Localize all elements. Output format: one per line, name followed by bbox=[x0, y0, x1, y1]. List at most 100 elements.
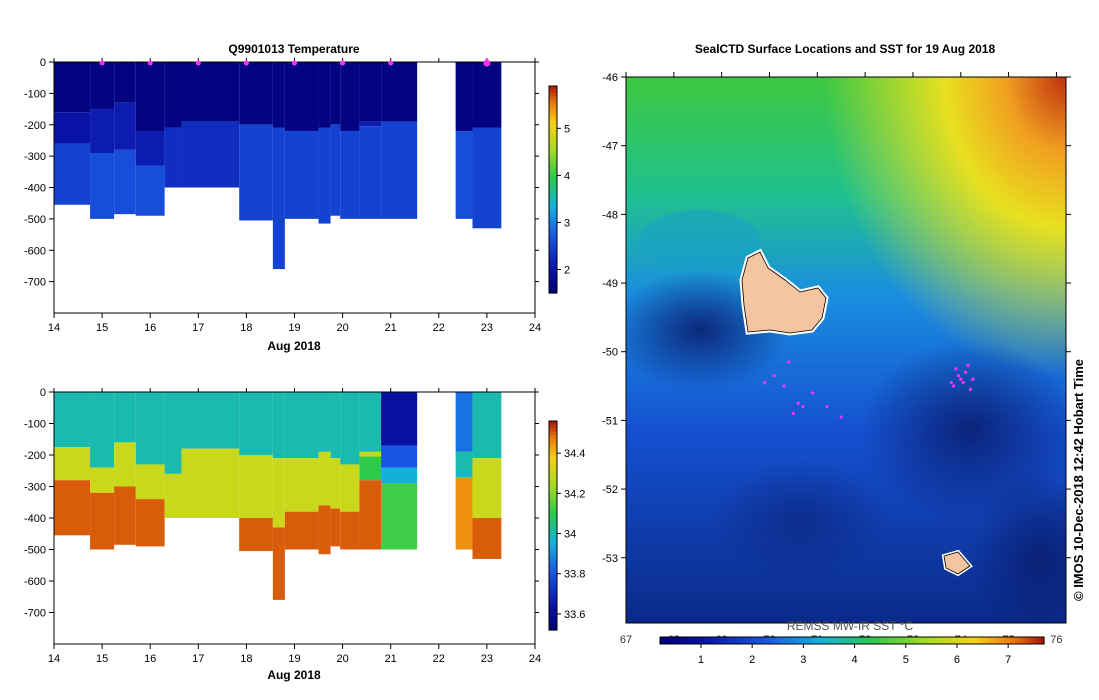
colorbar-cell bbox=[549, 574, 557, 579]
sst-colorbar-cell bbox=[957, 637, 963, 644]
sst-colorbar-cell bbox=[717, 637, 723, 644]
sst-colorbar-cell bbox=[693, 637, 699, 644]
sst-colorbar-cell bbox=[847, 637, 853, 644]
x-tick-label: 23 bbox=[481, 322, 493, 334]
profile-4-layer-1 bbox=[164, 127, 182, 188]
sst-colorbar-cell bbox=[948, 637, 954, 644]
temperature-panel: Q9901013 Temperature 14 15 16 17 18 19 20 21 22 2… bbox=[24, 42, 570, 353]
profile-marker bbox=[147, 60, 153, 66]
sst-colorbar-cell bbox=[828, 637, 834, 644]
colorbar-cell bbox=[549, 86, 557, 91]
colorbar-cell bbox=[549, 230, 557, 235]
y-tick-label: -500 bbox=[24, 545, 46, 557]
lat-tick-label: -50 bbox=[602, 347, 618, 359]
sst-colorbar-cell bbox=[708, 637, 714, 644]
profile-2-layer-1 bbox=[114, 102, 136, 150]
sst-field bbox=[626, 77, 1066, 623]
profile-0-layer-2 bbox=[54, 480, 91, 536]
map-frame bbox=[625, 76, 1067, 624]
temperature-axes: 14 15 16 17 18 19 20 21 22 23 24 0 -100 -200 -300 -400 -… bbox=[24, 57, 541, 334]
sst-colorbar-cell bbox=[688, 637, 695, 644]
colorbar-cell bbox=[549, 203, 557, 208]
seal-location-point bbox=[763, 381, 767, 385]
sst-colorbar-cell bbox=[876, 637, 882, 644]
colorbar-cell bbox=[549, 89, 557, 94]
colorbar-cell bbox=[549, 588, 557, 593]
sst-map-panel: SealCTD Surface Locations and SST for 19… bbox=[602, 42, 1086, 666]
colorbar-cell bbox=[549, 560, 557, 565]
colorbar-cell bbox=[549, 452, 557, 457]
colorbar-cell bbox=[549, 469, 557, 474]
profile-8-layer-0 bbox=[284, 392, 319, 459]
profile-14-layer-1 bbox=[455, 451, 473, 478]
colorbar-cell bbox=[549, 151, 557, 156]
profile-10-layer-1 bbox=[330, 124, 341, 216]
profile-8-layer-1 bbox=[284, 458, 319, 512]
profile-5-layer-0 bbox=[181, 62, 240, 122]
y-tick-label: -200 bbox=[24, 120, 46, 132]
y-tick-label: -100 bbox=[24, 419, 46, 431]
sst-colorbar-cell bbox=[976, 637, 983, 644]
profile-marker bbox=[292, 60, 297, 66]
colorbar-cell bbox=[549, 438, 557, 443]
colorbar-cell bbox=[549, 196, 557, 201]
sst-colorbar-cell bbox=[698, 637, 704, 644]
profile-7-layer-2 bbox=[272, 527, 285, 600]
profile-0-layer-2 bbox=[54, 143, 91, 205]
x-tick-label: 14 bbox=[48, 653, 60, 665]
x-tick-label: 22 bbox=[433, 322, 445, 334]
colorbar-cell bbox=[549, 595, 557, 600]
seal-location-point bbox=[810, 391, 815, 395]
colorbar-frame bbox=[548, 85, 558, 294]
sst-colorbar-tick-label: 3 bbox=[800, 654, 806, 666]
x-tick-label: 17 bbox=[192, 653, 204, 665]
profile-0-layer-0 bbox=[54, 62, 91, 113]
colorbar-cell bbox=[549, 110, 557, 115]
salinity-colorbar: 33.6 33.8 34 34.2 34.4 bbox=[548, 420, 585, 631]
sst-colorbar-cell bbox=[780, 637, 786, 644]
colorbar-cell bbox=[549, 445, 557, 450]
sst-colorbar-cell bbox=[727, 637, 733, 644]
imos-credit: © IMOS 10-Dec-2018 12:42 Hobart Time bbox=[1071, 359, 1086, 601]
profile-14-layer-0 bbox=[455, 392, 473, 452]
profile-7-layer-0 bbox=[272, 392, 285, 459]
y-tick-label: -500 bbox=[24, 214, 46, 226]
profile-7-layer-0 bbox=[272, 62, 285, 128]
colorbar-cell bbox=[549, 96, 557, 101]
profile-15-layer-1 bbox=[472, 458, 502, 518]
sst-colorbar-cell bbox=[808, 637, 815, 644]
colorbar-cell bbox=[549, 272, 557, 277]
colorbar-cell bbox=[549, 434, 557, 440]
colorbar-cell bbox=[549, 427, 557, 433]
profile-4-layer-0 bbox=[164, 392, 182, 474]
profile-15-layer-2 bbox=[472, 518, 502, 559]
x-tick-label: 17 bbox=[192, 322, 204, 334]
x-tick-label: 15 bbox=[96, 322, 108, 334]
colorbar-cell bbox=[549, 619, 557, 624]
sst-colorbar-tick-label: 2 bbox=[749, 654, 755, 666]
profile-14-layer-1 bbox=[455, 131, 473, 219]
profile-marker bbox=[99, 60, 105, 66]
sst-colorbar-tick-label: 1 bbox=[698, 654, 704, 666]
sst-colorbar-cell bbox=[880, 637, 887, 644]
temperature-profiles bbox=[54, 62, 502, 270]
profile-4-layer-1 bbox=[164, 473, 182, 518]
colorbar-tick-label: 34 bbox=[564, 529, 576, 541]
y-tick-label: -600 bbox=[24, 576, 46, 588]
colorbar-cell bbox=[549, 192, 557, 197]
sst-colorbar-cell bbox=[765, 637, 771, 644]
profile-13-layer-3 bbox=[381, 483, 418, 550]
sst-colorbar-cell bbox=[703, 637, 709, 644]
colorbar-cell bbox=[549, 567, 557, 572]
profile-0-layer-1 bbox=[54, 112, 91, 144]
colorbar-tick-label: 34.2 bbox=[564, 488, 585, 500]
seal-location-point bbox=[966, 363, 970, 368]
colorbar-tick-label: 33.6 bbox=[564, 609, 585, 621]
x-tick-label: 24 bbox=[529, 653, 541, 665]
y-tick-label: -300 bbox=[24, 482, 46, 494]
profile-13-layer-1 bbox=[381, 121, 418, 219]
colorbar-tick-label: 5 bbox=[564, 123, 570, 135]
sst-colorbar-cell bbox=[866, 637, 872, 644]
profile-0-layer-1 bbox=[54, 447, 91, 481]
